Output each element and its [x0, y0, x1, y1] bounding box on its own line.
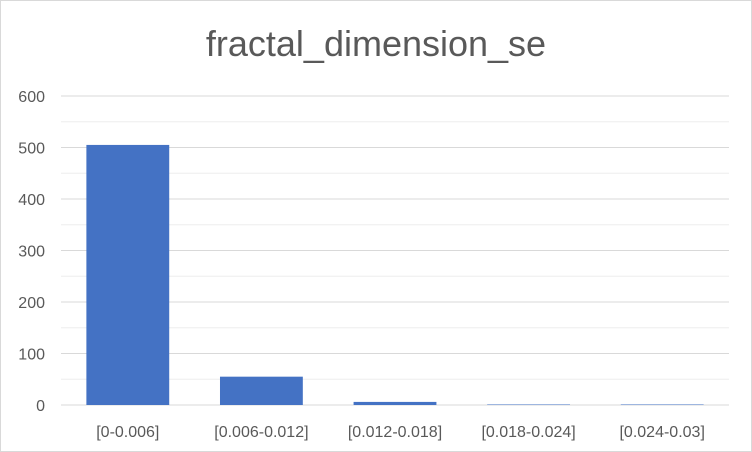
y-tick-label: 100 [18, 347, 45, 364]
chart-title: fractal_dimension_se [205, 23, 547, 64]
x-tick-label: [0.024-0.03] [619, 424, 704, 441]
gridlines [61, 95, 729, 406]
bar [219, 376, 303, 405]
y-tick-label: 500 [18, 141, 45, 158]
y-tick-label: 600 [18, 89, 45, 106]
x-tick-label: [0.018-0.024] [481, 424, 575, 441]
bar [487, 404, 571, 405]
y-tick-label: 400 [18, 192, 45, 209]
y-tick-label: 0 [36, 398, 45, 415]
bar [86, 144, 170, 406]
bar [353, 401, 437, 405]
y-axis-ticks: 0 100 200 300 400 500 600 [18, 89, 45, 415]
x-tick-label: [0.012-0.018] [348, 424, 442, 441]
x-tick-label: [0-0.006] [96, 424, 159, 441]
y-tick-label: 200 [18, 295, 45, 312]
x-tick-label: [0.006-0.012] [214, 424, 308, 441]
bar [620, 404, 704, 405]
y-tick-label: 300 [18, 244, 45, 261]
x-axis-ticks: [0-0.006] [0.006-0.012] [0.012-0.018] [0.01… [96, 424, 705, 441]
bars [86, 144, 704, 406]
